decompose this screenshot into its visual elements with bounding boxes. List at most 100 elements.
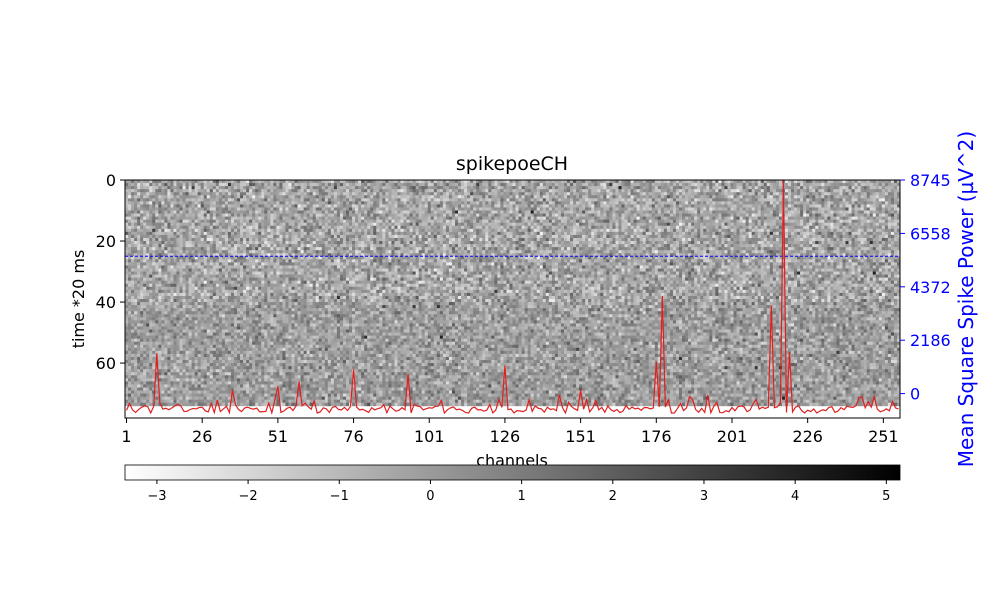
heatmap-cell [818, 225, 822, 230]
heatmap-cell [530, 204, 535, 208]
heatmap-cell [336, 237, 341, 242]
heatmap-cell [893, 210, 898, 214]
heatmap-cell [703, 225, 707, 230]
heatmap-cell [370, 207, 374, 211]
heatmap-cell [270, 198, 274, 202]
heatmap-cell [470, 210, 474, 214]
heatmap-cell [333, 192, 338, 196]
heatmap-cell [339, 210, 344, 214]
heatmap-cell [261, 228, 265, 233]
heatmap-cell [461, 213, 465, 218]
heatmap-cell [724, 180, 728, 184]
heatmap-cell [352, 216, 356, 221]
heatmap-cell [436, 210, 441, 214]
heatmap-cell [412, 186, 417, 190]
heatmap-cell [324, 237, 329, 242]
heatmap-cell [461, 204, 465, 208]
heatmap-cell [869, 180, 874, 184]
heatmap-cell [448, 222, 453, 227]
heatmap-cell [845, 183, 849, 187]
heatmap-cell [297, 228, 301, 233]
heatmap-cell [642, 210, 647, 214]
heatmap-cell [451, 237, 456, 242]
heatmap-cell [458, 213, 462, 218]
heatmap-cell [212, 186, 217, 190]
heatmap-cell [361, 225, 365, 230]
heatmap-cell [255, 198, 259, 202]
heatmap-cell [170, 231, 174, 236]
heatmap-cell [176, 231, 180, 236]
heatmap-cell [896, 195, 901, 199]
heatmap-cell [412, 237, 417, 242]
heatmap-cell [754, 207, 759, 211]
heatmap-cell [255, 180, 259, 184]
heatmap-cell [842, 207, 846, 211]
heatmap-cell [370, 228, 374, 233]
heatmap-cell [754, 231, 759, 236]
heatmap-cell [839, 213, 843, 218]
heatmap-cell [464, 204, 468, 208]
heatmap-cell [697, 195, 701, 199]
heatmap-cell [727, 219, 731, 224]
heatmap-cell [458, 234, 462, 239]
heatmap-cell [427, 237, 432, 242]
heatmap-cell [321, 222, 326, 227]
heatmap-cell [125, 231, 129, 236]
heatmap-cell [470, 180, 474, 184]
heatmap-cell [364, 222, 368, 227]
heatmap-cell [140, 219, 144, 224]
heatmap-cell [766, 198, 771, 202]
heatmap-cell [573, 189, 577, 193]
heatmap-cell [536, 192, 541, 196]
heatmap-cell [503, 207, 507, 211]
heatmap-cell [246, 201, 250, 205]
heatmap-cell [324, 213, 329, 218]
heatmap-cell [134, 213, 138, 218]
heatmap-cell [833, 207, 837, 211]
heatmap-cell [669, 195, 674, 199]
heatmap-cell [261, 225, 265, 230]
heatmap-cell [433, 195, 438, 199]
heatmap-cell [648, 213, 653, 218]
heatmap-cell [542, 204, 547, 208]
heatmap-cell [218, 231, 223, 236]
heatmap-cell [125, 195, 129, 199]
heatmap-cell [857, 207, 862, 211]
heatmap-cell [884, 207, 889, 211]
heatmap-cell [355, 210, 359, 214]
heatmap-cell [863, 225, 868, 230]
heatmap-cell [860, 204, 865, 208]
heatmap-cell [685, 225, 689, 230]
heatmap-cell [527, 201, 532, 205]
heatmap-cell [464, 195, 468, 199]
heatmap-cell [188, 219, 192, 224]
heatmap-cell [703, 189, 707, 193]
heatmap-cell [509, 201, 513, 205]
heatmap-cell [675, 216, 680, 221]
heatmap-cell [409, 216, 413, 221]
heatmap-cell [442, 234, 447, 239]
heatmap-cell [675, 213, 680, 218]
heatmap-cell [512, 228, 516, 233]
heatmap-cell [666, 195, 671, 199]
heatmap-cell [394, 216, 398, 221]
heatmap-cell [370, 180, 374, 184]
heatmap-cell [809, 192, 813, 196]
heatmap-cell [854, 180, 859, 184]
heatmap-cell [445, 204, 450, 208]
heatmap-cell [682, 192, 686, 196]
heatmap-cell [509, 180, 513, 184]
heatmap-cell [875, 195, 880, 199]
heatmap-cell [818, 228, 822, 233]
heatmap-cell [821, 189, 825, 193]
heatmap-cell [836, 204, 840, 208]
heatmap-cell [769, 219, 774, 224]
heatmap-cell [324, 201, 329, 205]
heatmap-cell [621, 234, 625, 239]
heatmap-cell [654, 198, 659, 202]
heatmap-cell [448, 180, 453, 184]
heatmap-cell [706, 195, 710, 199]
heatmap-cell [176, 189, 180, 193]
heatmap-cell [470, 186, 474, 190]
heatmap-cell [636, 231, 641, 236]
